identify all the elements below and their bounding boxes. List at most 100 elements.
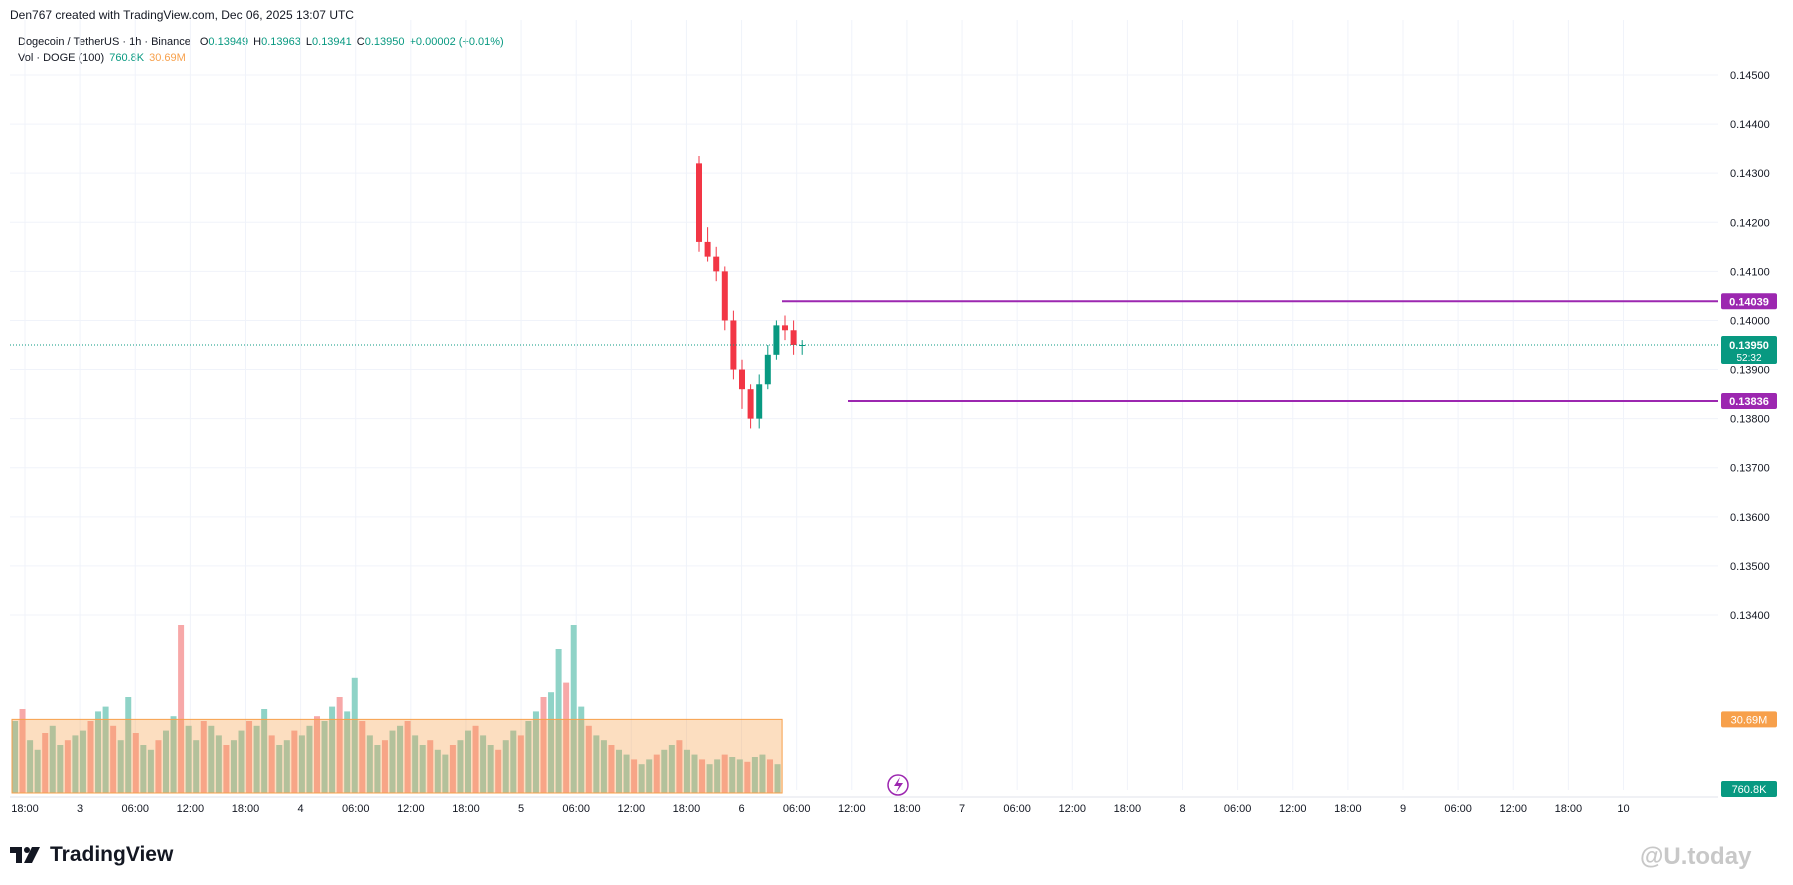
y-tick-label: 0.13700 xyxy=(1730,463,1770,475)
volume-bar xyxy=(616,749,622,793)
level-badge-label: 0.14039 xyxy=(1729,296,1769,308)
x-tick-label: 12:00 xyxy=(1499,803,1527,815)
volume-bars xyxy=(12,625,781,793)
volume-ma-badge-label: 30.69M xyxy=(1731,714,1768,726)
volume-bar xyxy=(646,759,653,793)
y-tick-label: 0.14200 xyxy=(1730,217,1770,229)
volume-bar xyxy=(381,740,388,793)
volume-bar xyxy=(510,730,517,793)
x-tick-label: 06:00 xyxy=(1003,803,1031,815)
volume-bar xyxy=(155,740,162,793)
volume-bar xyxy=(472,725,479,793)
level-badge-label: 0.13836 xyxy=(1729,396,1769,408)
candle-body xyxy=(696,163,702,242)
volume-bar xyxy=(434,749,441,793)
y-tick-label: 0.14300 xyxy=(1730,168,1770,180)
x-tick-label: 06:00 xyxy=(342,803,370,815)
x-tick-label: 3 xyxy=(77,803,83,815)
volume-bar xyxy=(42,733,49,793)
volume-bar xyxy=(79,730,86,793)
volume-bar xyxy=(49,725,56,793)
ohlc-row: Dogecoin / TetherUS · 1h · Binance O0.13… xyxy=(18,36,504,48)
volume-bar xyxy=(706,764,713,793)
volume-bar xyxy=(608,745,615,793)
level-lines xyxy=(782,300,1718,402)
x-tick-label: 5 xyxy=(518,803,524,815)
y-tick-label: 0.13400 xyxy=(1730,610,1770,622)
volume-bar xyxy=(298,735,305,793)
change-value: +0.00002 (+0.01%) xyxy=(409,36,504,48)
volume-bar xyxy=(631,759,638,793)
x-tick-label: 06:00 xyxy=(1224,803,1252,815)
y-tick-label: 0.13600 xyxy=(1730,512,1770,524)
x-tick-label: 06:00 xyxy=(1444,803,1472,815)
x-tick-label: 18:00 xyxy=(1114,803,1142,815)
tradingview-logo[interactable]: TradingView xyxy=(10,843,173,867)
volume-bar xyxy=(449,745,456,793)
x-tick-label: 4 xyxy=(298,803,304,815)
x-axis: 18:00 3 06:00 12:00 18:00 4 06:00 12:00 18:00 5 06… xyxy=(10,796,1718,815)
volume-bar xyxy=(759,754,766,793)
x-tick-label: 18:00 xyxy=(232,803,260,815)
volume-bar xyxy=(351,677,358,793)
x-tick-label: 18:00 xyxy=(452,803,480,815)
volume-bar xyxy=(102,706,109,793)
volume-badge xyxy=(1721,781,1777,797)
volume-bar xyxy=(585,725,592,793)
volume-bar xyxy=(163,730,169,793)
current-price-badge xyxy=(1721,336,1777,364)
close-value: 0.13950 xyxy=(364,36,405,48)
y-tick-label: 0.13900 xyxy=(1730,365,1770,377)
volume-bar xyxy=(623,754,630,793)
volume-bar xyxy=(140,745,147,793)
volume-badge-label: 760.8K xyxy=(1732,784,1768,796)
tradingview-logo-icon xyxy=(10,847,40,863)
volume-bar xyxy=(502,740,509,793)
x-tick-label: 7 xyxy=(959,803,965,815)
x-tick-label: 9 xyxy=(1400,803,1406,815)
volume-bar xyxy=(517,735,524,793)
volume-bar xyxy=(683,749,690,793)
x-tick-label: 18:00 xyxy=(1334,803,1362,815)
brand-name: TradingView xyxy=(50,843,174,866)
volume-bar xyxy=(699,759,706,793)
candle-body xyxy=(704,241,711,257)
volume-bar xyxy=(389,730,396,793)
volume-bar xyxy=(321,721,328,793)
low-value: 0.13941 xyxy=(312,36,352,48)
price-chart[interactable]: 0.14500 0.14400 0.14300 0.14200 0.14100 0.140… xyxy=(0,0,1793,830)
x-tick-label: 8 xyxy=(1179,803,1185,815)
candle-body xyxy=(747,389,754,419)
volume-bar xyxy=(34,749,41,793)
volume-bar xyxy=(729,757,736,793)
volume-bar xyxy=(480,735,487,793)
y-tick-label: 0.14100 xyxy=(1730,266,1770,278)
volume-bar xyxy=(548,692,555,793)
volume-bar xyxy=(215,735,222,793)
volume-bar xyxy=(397,725,404,793)
level-badge xyxy=(1721,392,1777,409)
grid xyxy=(10,20,1718,790)
y-tick-label: 0.13500 xyxy=(1730,561,1770,573)
volume-ma-value: 30.69M xyxy=(149,52,186,64)
volume-bar xyxy=(344,711,351,793)
volume-label: Vol · DOGE (100) xyxy=(18,52,105,64)
volume-bar xyxy=(661,749,668,793)
candle-body xyxy=(721,271,728,321)
volume-bar xyxy=(638,764,645,793)
volume-bar xyxy=(457,740,464,793)
volume-bar xyxy=(570,625,577,793)
symbol-title: Dogecoin / TetherUS · 1h · Binance xyxy=(18,36,191,48)
volume-bar xyxy=(95,711,102,793)
volume-bar xyxy=(555,649,562,793)
volume-bar xyxy=(404,721,411,793)
volume-bar xyxy=(170,716,177,793)
volume-bar xyxy=(653,754,660,793)
candle-body xyxy=(782,325,788,331)
volume-ma-area xyxy=(11,718,783,794)
x-tick-label: 12:00 xyxy=(618,803,646,815)
volume-bar xyxy=(238,730,245,793)
volume-bar xyxy=(276,745,283,793)
y-tick-label: 0.14400 xyxy=(1730,119,1770,131)
